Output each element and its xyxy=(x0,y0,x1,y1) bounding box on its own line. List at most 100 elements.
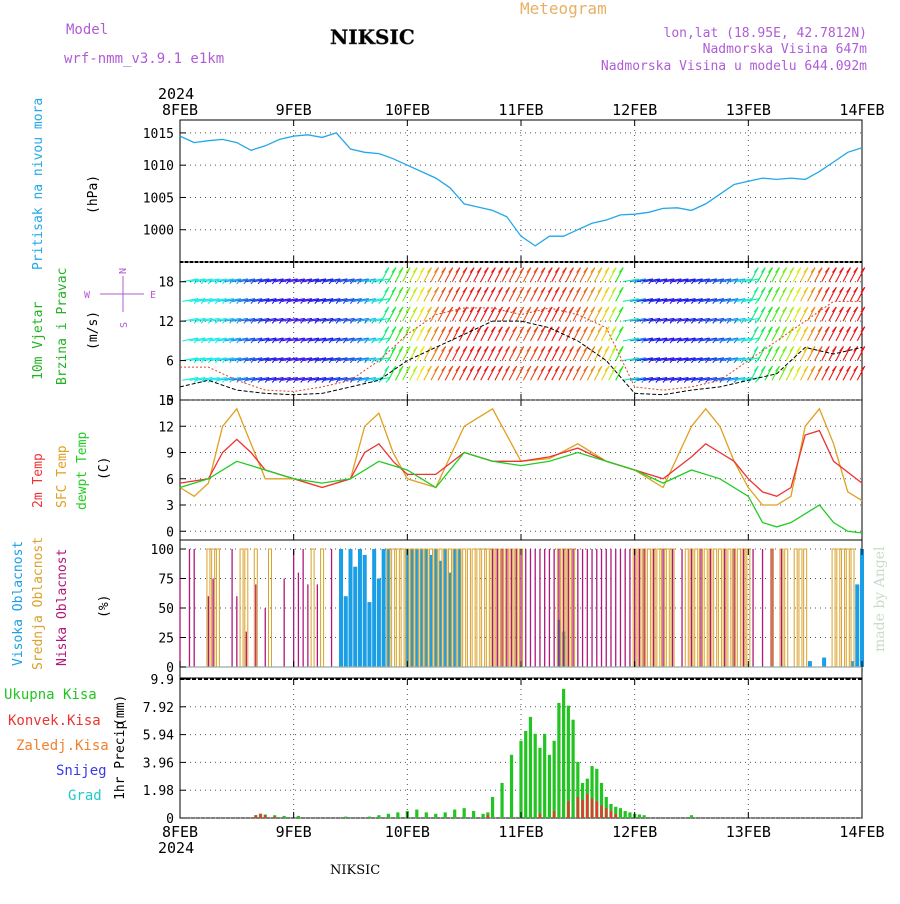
precip-conv-label: Konvek.Kisa xyxy=(8,713,101,729)
precip-tick-3: 3.96 xyxy=(143,756,174,771)
low-cloud-label: Niska Oblacnost xyxy=(55,549,70,666)
footer-station: NIKSIC xyxy=(330,863,380,878)
top-date-4: 12FEB xyxy=(612,101,657,119)
cloud-bar-high-22 xyxy=(457,549,462,667)
wind-unit: (m/s) xyxy=(86,311,101,350)
precip-bar-total-7 xyxy=(367,816,372,818)
model-altitude-label: Nadmorska Visina u modelu 644.092m xyxy=(601,59,867,74)
meteogram-label: Meteogram xyxy=(520,0,607,18)
precip-bar-total-22 xyxy=(500,782,504,818)
top-date-5: 13FEB xyxy=(726,101,771,119)
year-bottom: 2024 xyxy=(158,839,194,857)
precip-bar-convective-1 xyxy=(259,813,262,818)
precip-bar-total-8 xyxy=(377,815,381,818)
cloud-bar-high-15 xyxy=(424,549,429,667)
compass-w: W xyxy=(84,290,91,301)
precip-bar-convective-5 xyxy=(538,813,542,818)
cloud-tick-0: 100 xyxy=(151,543,174,558)
compass-n: N xyxy=(118,268,129,274)
precip-bar-total-42 xyxy=(604,796,608,818)
precip-bar-total-30 xyxy=(547,754,552,818)
cloud-tick-2: 50 xyxy=(158,602,174,617)
precip-tick-5: 0 xyxy=(166,812,174,827)
precip-tick-4: 1.98 xyxy=(143,784,174,799)
precip-tick-1: 7.92 xyxy=(143,701,174,716)
cloud-bar-high-17 xyxy=(433,549,438,667)
precip-label: 1hr Precip xyxy=(113,722,128,800)
cloud-tick-3: 25 xyxy=(158,632,174,647)
pressure-line xyxy=(179,132,863,247)
cloud-bar-high-20 xyxy=(447,572,452,667)
cloud-tick-1: 75 xyxy=(158,573,174,588)
temperature-unit: (C) xyxy=(97,457,112,480)
precip-bar-convective-7 xyxy=(567,801,570,818)
pressure-label: Pritisak na nivou mora xyxy=(31,98,46,270)
precip-bar-total-6 xyxy=(344,816,348,818)
pressure-unit: (hPa) xyxy=(86,175,101,214)
cloud-bar-high-21 xyxy=(452,549,457,667)
precip-bar-convective-0 xyxy=(254,815,257,818)
snow-label: Snijeg xyxy=(56,763,107,779)
precip-bar-total-45 xyxy=(618,808,623,818)
precip-bar-total-23 xyxy=(509,754,514,818)
wind-tick-0: 18 xyxy=(158,276,174,291)
cloud-bar-high-13 xyxy=(414,549,419,667)
precip-bar-total-15 xyxy=(443,812,447,818)
altitude-label: Nadmorska Visina 647m xyxy=(703,42,868,57)
cloud-tick-4: 0 xyxy=(166,661,174,676)
bottom-date-6: 14FEB xyxy=(839,823,884,841)
precip-bar-convective-13 xyxy=(600,805,603,818)
precip-bars xyxy=(254,688,694,818)
cloud-bar-high-5 xyxy=(362,554,367,667)
precip-bar-total-47 xyxy=(628,812,632,818)
precip-bar-convective-11 xyxy=(590,798,594,818)
bottom-date-0: 8FEB xyxy=(162,823,198,841)
wind-label-1: 10m Vjetar xyxy=(31,302,46,380)
cloud-bar-high-7 xyxy=(372,549,377,667)
precip-bar-total-31 xyxy=(552,740,556,818)
precip-bar-total-28 xyxy=(538,747,542,818)
precip-tick-2: 5.94 xyxy=(143,729,174,744)
precip-bar-total-16 xyxy=(453,809,457,818)
cloud-bar-high-28 xyxy=(855,584,860,667)
cloud-panel: 100 75 50 25 0 Visoka Oblacnost Srednja Obla… xyxy=(11,537,864,679)
temp-tick-3: 6 xyxy=(166,473,174,488)
precip-bar-total-40 xyxy=(595,768,599,818)
bottom-date-5: 13FEB xyxy=(726,823,771,841)
cloud-bar-high-0 xyxy=(339,549,344,667)
precip-frozen-label: Zaledj.Kisa xyxy=(16,738,109,754)
precip-bar-total-51 xyxy=(689,815,694,818)
model-name: wrf-nmm_v3.9.1 e1km xyxy=(64,51,224,67)
cloud-bar-high-6 xyxy=(367,602,372,667)
precip-bar-total-29 xyxy=(543,733,547,818)
precip-bar-convective-12 xyxy=(595,801,598,818)
precip-bar-convective-9 xyxy=(581,799,584,818)
pressure-tick-2: 1005 xyxy=(143,191,174,206)
high-cloud-label: Visoka Oblacnost xyxy=(11,541,26,666)
precip-bar-total-10 xyxy=(396,812,400,818)
precip-bar-total-41 xyxy=(599,782,604,818)
precip-bar-total-36 xyxy=(576,761,580,818)
sfc-temp-label: SFC Temp xyxy=(55,445,70,508)
temp-tick-4: 3 xyxy=(166,499,174,514)
cloud-unit: (%) xyxy=(97,595,112,618)
wind-tick-2: 6 xyxy=(166,355,174,370)
temperature-panel: 15 12 9 6 3 0 2m Temp SFC Temp dewpt Temp (C) xyxy=(31,394,863,541)
bottom-date-2: 10FEB xyxy=(385,823,430,841)
hail-label: Grad xyxy=(68,788,102,804)
wind-barbs xyxy=(182,267,866,383)
cloud-bar-high-26 xyxy=(822,657,827,667)
pressure-tick-3: 1000 xyxy=(143,224,174,239)
precip-bar-total-35 xyxy=(571,719,575,818)
precip-bar-total-39 xyxy=(590,766,594,818)
dewpt-label: dewpt Temp xyxy=(75,432,90,510)
cloud-bar-high-8 xyxy=(376,578,381,667)
station-title: NIKSIC xyxy=(330,25,415,49)
cloud-bar-high-10 xyxy=(386,549,391,667)
cloud-bar-high-11 xyxy=(405,549,410,667)
cloud-bar-high-1 xyxy=(343,596,348,667)
mid-cloud-label: Srednja Oblacnost xyxy=(31,537,46,670)
